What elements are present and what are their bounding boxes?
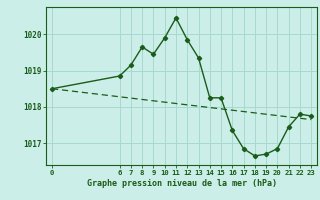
X-axis label: Graphe pression niveau de la mer (hPa): Graphe pression niveau de la mer (hPa) [87, 179, 276, 188]
